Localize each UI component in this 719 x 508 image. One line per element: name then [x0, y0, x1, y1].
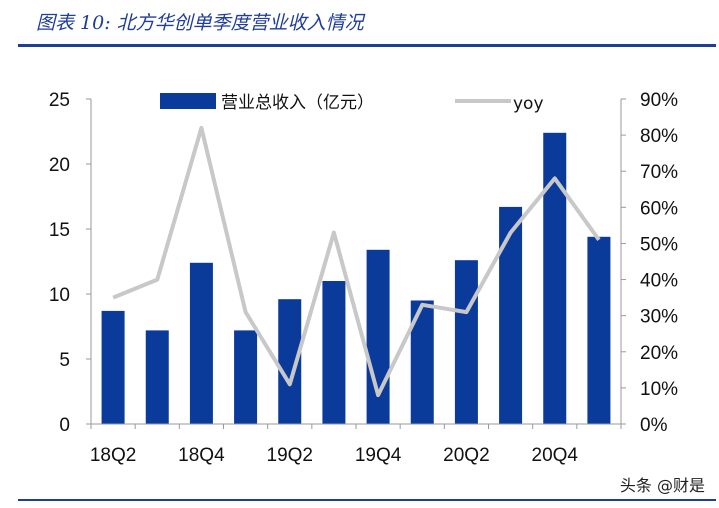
right-tick-label: 80% — [640, 126, 678, 147]
left-tick-label: 0 — [59, 415, 70, 436]
yoy-line-group — [112, 125, 601, 398]
revenue-bar-19Q2 — [278, 299, 302, 424]
x-tick-label: 20Q2 — [443, 445, 489, 466]
right-axis: 0% 10% 20% 30% 40% 50% 60% 70% 80% 90% — [620, 90, 678, 436]
right-tick-label: 90% — [640, 90, 678, 111]
right-tick-label: 0% — [640, 415, 668, 436]
revenue-bar-19Q4 — [366, 249, 390, 424]
revenue-bar-18Q4 — [189, 262, 213, 424]
revenue-bar-18Q3 — [145, 330, 169, 424]
x-tick-label: 19Q2 — [267, 445, 313, 466]
revenue-bar-20Q1 — [410, 300, 434, 424]
legend: 营业总收入（亿元） yoy — [160, 93, 544, 114]
revenue-bar-18Q2 — [101, 310, 125, 424]
right-tick-label: 20% — [640, 343, 678, 364]
right-tick-label: 50% — [640, 234, 678, 255]
legend-bar-label: 营业总收入（亿元） — [221, 93, 374, 113]
right-tick-label: 60% — [640, 198, 678, 219]
revenue-bars — [101, 132, 611, 425]
revenue-bar-21Q1 — [587, 236, 611, 424]
revenue-bar-19Q3 — [322, 281, 346, 424]
left-axis: 0 5 10 15 20 25 — [49, 90, 92, 436]
left-tick-label: 20 — [49, 155, 70, 176]
right-tick-label: 70% — [640, 162, 678, 183]
revenue-bar-20Q4 — [543, 132, 567, 425]
right-tick-label: 10% — [640, 379, 678, 400]
legend-line-label: yoy — [513, 94, 544, 114]
watermark: 头条 @财是 — [619, 476, 705, 495]
x-tick-label: 18Q2 — [90, 445, 136, 466]
figure-title: 图表 10: 北方华创单季度营业收入情况 — [36, 12, 364, 34]
x-tick-label: 19Q4 — [355, 445, 402, 466]
revenue-bar-20Q3 — [499, 206, 523, 424]
yoy-line — [112, 125, 601, 398]
legend-bar-swatch — [160, 93, 216, 109]
right-tick-label: 30% — [640, 307, 678, 328]
x-tick-label: 18Q4 — [178, 445, 225, 466]
revenue-bar-20Q2 — [454, 260, 478, 424]
left-tick-label: 5 — [59, 350, 70, 371]
right-tick-label: 40% — [640, 271, 678, 292]
x-axis: 18Q2 18Q4 19Q2 19Q4 20Q2 20Q4 — [90, 423, 622, 466]
bottom-rule — [18, 499, 716, 501]
left-tick-label: 15 — [49, 220, 70, 241]
title-rule — [18, 44, 716, 47]
left-tick-label: 25 — [49, 90, 70, 111]
revenue-bar-19Q1 — [234, 330, 258, 424]
left-tick-label: 10 — [49, 285, 70, 306]
x-tick-label: 20Q4 — [532, 445, 579, 466]
